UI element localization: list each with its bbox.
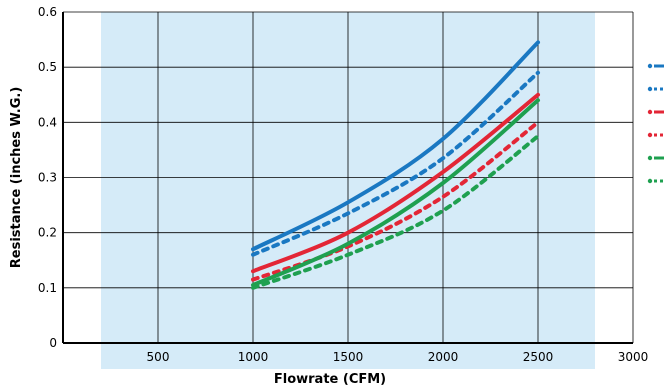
series-line-3 [251,92,540,274]
y-tick-label: 0.1 [38,281,57,295]
series-line-5 [251,98,540,288]
legend [647,63,664,184]
legend-marker [647,178,653,184]
axes: 500 1000 1500 2000 2500 3000 0 0.1 0.2 0.3 0.4 0.5 0… [38,5,648,364]
y-tick-label: 0.2 [38,226,57,240]
series-line-6 [251,134,540,290]
legend-marker [647,109,653,115]
x-tick-label: 2000 [428,350,459,364]
x-tick-label: 2500 [523,350,554,364]
y-axis-title: Resistance (inches W.G.) [9,87,24,269]
legend-marker [647,132,653,138]
x-tick-label: 1500 [333,350,364,364]
series-layer [251,40,540,290]
legend-marker [647,63,653,69]
legend-entry-1 [647,63,664,69]
y-tick-label: 0.4 [38,115,57,129]
y-tick-label: 0.5 [38,60,57,74]
x-tick-label: 1000 [238,350,269,364]
legend-entry-4 [647,132,664,138]
legend-entry-5 [647,155,664,161]
x-tick-label: 3000 [618,350,649,364]
legend-entry-2 [647,86,664,92]
series-line-1 [251,40,540,252]
legend-entry-3 [647,109,664,115]
x-tick-label: 500 [147,350,170,364]
legend-marker [647,86,653,92]
legend-entry-6 [647,178,664,184]
legend-marker [647,155,653,161]
series-line-2 [251,70,540,257]
y-tick-label: 0.6 [38,5,57,19]
y-tick-label: 0 [49,336,57,350]
x-axis-title: Flowrate (CFM) [274,372,386,387]
y-tick-label: 0.3 [38,171,57,185]
